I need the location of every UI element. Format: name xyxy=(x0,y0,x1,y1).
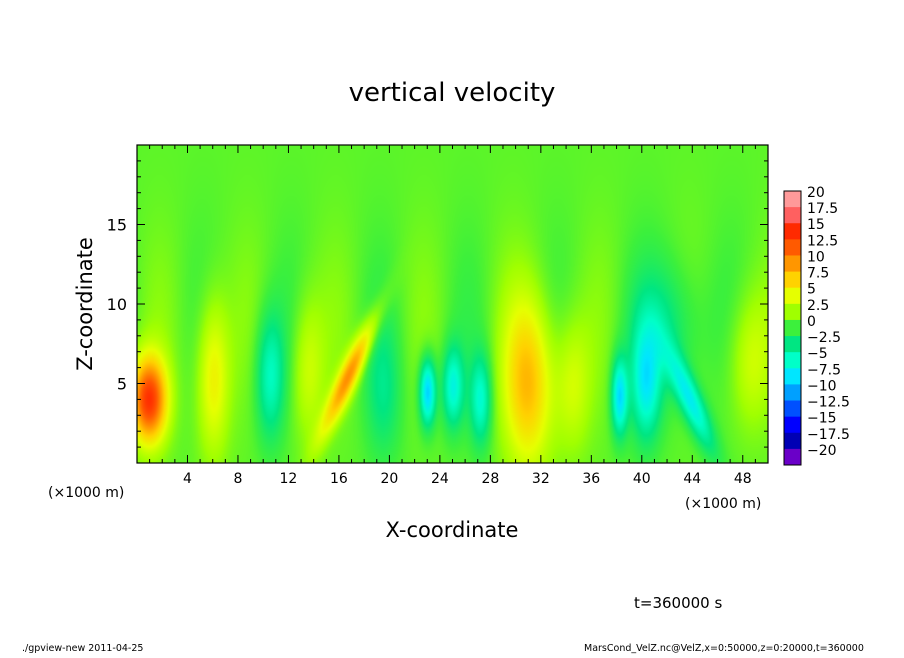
x-axis-ticks: 4 8 12 16 20 24 28 32 36 40 44 48 xyxy=(149,145,756,487)
colorbar: 2017.51512.5107.552.50−2.5−5−7.5−10−12.5… xyxy=(783,185,850,466)
x-tick-label: 44 xyxy=(683,471,701,487)
x-tick-label: 48 xyxy=(734,471,752,487)
x-tick-label: 40 xyxy=(633,471,651,487)
colorbar-label: 20 xyxy=(807,185,825,201)
chart-title: vertical velocity xyxy=(349,78,556,108)
footer-left-caption: ./gpview-new 2011-04-25 xyxy=(22,643,143,654)
colorbar-label: 5 xyxy=(807,282,816,298)
footer-right-caption: MarsCond_VelZ.nc@VelZ,x=0:50000,z=0:2000… xyxy=(584,643,864,654)
colorbar-swatch xyxy=(784,368,801,385)
colorbar-swatch xyxy=(784,336,801,353)
x-tick-label: 4 xyxy=(183,471,192,487)
colorbar-swatch xyxy=(784,287,801,305)
colorbar-label: 0 xyxy=(807,314,816,330)
colorbar-label: −20 xyxy=(807,443,837,459)
y-tick-label: 10 xyxy=(107,295,127,314)
colorbar-label: 10 xyxy=(807,249,825,265)
y-axis-label: Z-coordinate xyxy=(73,237,97,371)
colorbar-label: −10 xyxy=(807,378,837,394)
colorbar-label: −15 xyxy=(807,411,837,427)
colorbar-label: 15 xyxy=(807,217,825,233)
x-tick-label: 24 xyxy=(431,471,449,487)
colorbar-swatch xyxy=(784,191,801,208)
x-axis-unit-left: (×1000 m) xyxy=(48,485,124,501)
colorbar-swatch xyxy=(784,303,801,321)
colorbar-label: −7.5 xyxy=(807,362,841,378)
time-label: t=360000 s xyxy=(634,594,722,612)
x-tick-label: 28 xyxy=(481,471,499,487)
x-tick-label: 20 xyxy=(380,471,398,487)
colorbar-swatch xyxy=(784,255,801,272)
colorbar-label: 17.5 xyxy=(807,201,838,217)
colorbar-swatch xyxy=(784,432,801,450)
x-tick-label: 36 xyxy=(582,471,600,487)
x-tick-label: 8 xyxy=(233,471,242,487)
y-tick-label: 15 xyxy=(107,216,127,235)
colorbar-swatch xyxy=(784,239,801,256)
y-axis-ticks: 5 10 15 xyxy=(107,160,768,448)
heatmap-field-wrapper xyxy=(137,145,768,463)
heatmap-field xyxy=(137,145,768,463)
x-tick-label: 32 xyxy=(532,471,550,487)
colorbar-swatch xyxy=(784,384,801,401)
colorbar-swatch xyxy=(784,352,801,369)
colorbar-label: 2.5 xyxy=(807,298,829,314)
x-tick-label: 16 xyxy=(330,471,348,487)
colorbar-swatch xyxy=(784,319,801,337)
colorbar-label: −12.5 xyxy=(807,395,850,411)
colorbar-swatch xyxy=(784,207,801,224)
colorbar-label: 12.5 xyxy=(807,233,838,249)
colorbar-label: −2.5 xyxy=(807,330,841,346)
colorbar-swatch xyxy=(784,223,801,240)
x-axis-unit-right: (×1000 m) xyxy=(685,496,761,512)
colorbar-frame xyxy=(783,190,802,466)
colorbar-label: 7.5 xyxy=(807,266,829,282)
x-axis-label: X-coordinate xyxy=(386,518,519,542)
colorbar-label: −5 xyxy=(807,346,828,362)
colorbar-swatch xyxy=(784,400,801,418)
x-tick-label: 12 xyxy=(280,471,298,487)
colorbar-swatch xyxy=(784,271,801,289)
y-tick-label: 5 xyxy=(117,375,127,394)
colorbar-label: −17.5 xyxy=(807,427,850,443)
colorbar-swatch xyxy=(784,416,801,434)
colorbar-swatch xyxy=(784,448,801,466)
